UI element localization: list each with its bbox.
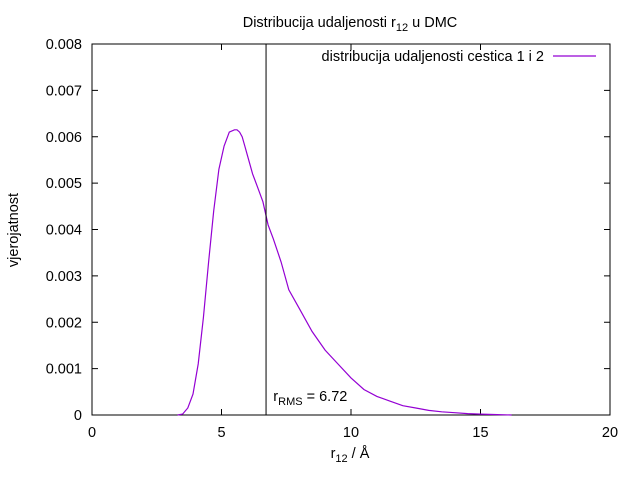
x-tick-label: 15: [472, 425, 488, 441]
plot-frame: [91, 43, 611, 416]
y-tick-label: 0.003: [46, 269, 82, 285]
legend: distribucija udaljenosti cestica 1 i 2: [322, 49, 596, 65]
y-tick-label: 0.004: [46, 223, 82, 239]
x-axis-label: r12 / Å: [331, 445, 370, 465]
x-tick-label: 10: [343, 425, 359, 441]
x-tick-label: 0: [88, 425, 96, 441]
chart-title: Distribucija udaljenosti r12 u DMC: [243, 15, 458, 34]
y-tick-label: 0.005: [46, 176, 82, 192]
y-tick-label: 0.001: [46, 362, 82, 378]
y-tick-label: 0.007: [46, 83, 82, 99]
axis-ticks: 0 5 10 15 20 0 0.001 0.002 0.003 0.004 0.005 0.006 0…: [46, 37, 618, 441]
legend-label: distribucija udaljenosti cestica 1 i 2: [322, 49, 544, 65]
x-tick-label: 5: [217, 425, 225, 441]
y-tick-label: 0: [74, 408, 82, 424]
y-tick-label: 0.002: [46, 315, 82, 331]
series-group: [177, 129, 512, 416]
y-tick-label: 0.008: [46, 37, 82, 53]
y-tick-label: 0.006: [46, 130, 82, 146]
rms-annotation: rRMS = 6.72: [273, 389, 347, 408]
x-tick-label: 20: [602, 425, 618, 441]
y-axis-label: vjerojatnost: [6, 193, 22, 267]
annotation-group: rRMS = 6.72: [265, 44, 347, 415]
series-line: [177, 129, 512, 416]
